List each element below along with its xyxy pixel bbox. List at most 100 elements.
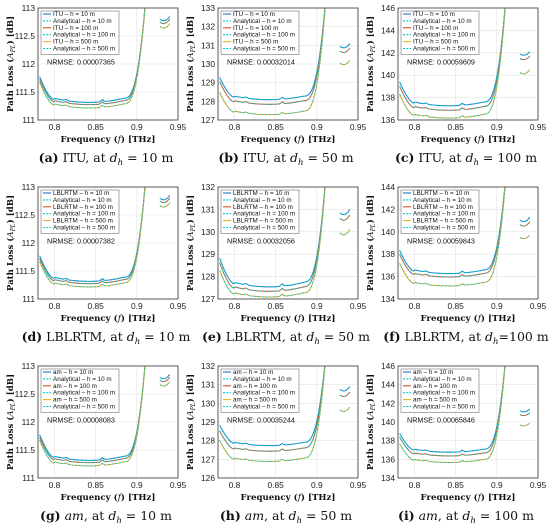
- analytical-line-window: [339, 406, 351, 412]
- analytical-line: [399, 187, 506, 278]
- analytical-line: [39, 8, 146, 109]
- x-tick-label: 0.95: [530, 480, 547, 490]
- y-tick-label: 142: [381, 48, 395, 58]
- analytical-line: [399, 187, 506, 275]
- curves: [219, 366, 351, 462]
- y-tick-label: 112: [22, 238, 36, 248]
- legend-label: Analytical – h = 10 m: [53, 376, 112, 383]
- x-axis-label: Frequency (f) [THz]: [241, 492, 336, 503]
- analytical-line: [39, 8, 146, 103]
- analytical-line-window: [159, 16, 171, 22]
- plot-frame: [37, 365, 179, 479]
- panel-caption: (e) LBLRTM, at dh = 50 m: [202, 329, 370, 347]
- nrmse-annotation: NRMSE: 0.00032056: [227, 236, 295, 245]
- analytical-line: [399, 366, 506, 453]
- legend-label: Analytical – h = 100 m: [233, 390, 295, 397]
- x-tick-label: 0.9: [311, 122, 323, 132]
- legend-label: am – h = 500 m: [233, 397, 277, 404]
- y-tick-label: 140: [381, 417, 395, 427]
- analytical-line-window: [519, 221, 531, 227]
- panel-f: 134 136 138 140 142 144 0.8 0.85 0.9 0.95 LBLRTM –…: [365, 182, 549, 347]
- panel-c: 136 138 140 142 144 146 0.8 0.85 0.9 0.95 ITU – h …: [365, 3, 547, 168]
- analytical-line: [399, 366, 506, 463]
- legend-label: Analytical – h = 500 m: [233, 404, 295, 411]
- y-tick-label: 113: [22, 182, 36, 192]
- x-tick-label: 0.85: [447, 480, 464, 490]
- y-axis-label: Path Loss (APL) [dB]: [185, 195, 197, 291]
- legend-label: am – h = 10 m: [413, 369, 453, 376]
- panel-caption: (b) ITU, at dh = 50 m: [218, 150, 353, 168]
- legend-label: ITU – h = 500 m: [53, 39, 98, 46]
- panel-h: 126 127 128 129 130 131 132 0.8 0.85 0.9 0.95 am – …: [185, 361, 367, 526]
- x-tick-label: 0.95: [530, 122, 547, 132]
- x-tick-label: 0.95: [350, 480, 367, 490]
- analytical-line-window: [339, 47, 351, 53]
- panel-e: 127 128 129 130 131 132 0.8 0.85 0.9 0.95 LBLRTM –…: [185, 182, 370, 347]
- y-tick-label: 146: [381, 3, 395, 13]
- legend-label: Analytical – h = 100 m: [233, 211, 295, 218]
- legend-label: LBLRTM – h = 100 m: [233, 204, 293, 211]
- legend-box: [220, 189, 300, 234]
- analytical-line: [39, 366, 146, 461]
- analytical-line: [39, 8, 146, 106]
- panel-i: 134 136 138 140 142 144 146 0.8 0.85 0.9 0.95 am – …: [365, 361, 547, 526]
- x-tick-label: 0.9: [491, 480, 503, 490]
- analytical-line: [219, 8, 326, 115]
- y-tick-label: 132: [201, 182, 215, 192]
- legend-label: LBLRTM – h = 100 m: [413, 204, 473, 211]
- x-tick-label: 0.9: [311, 301, 323, 311]
- y-tick-label: 142: [381, 398, 395, 408]
- curves: [39, 8, 171, 109]
- analytical-line: [219, 8, 326, 105]
- y-tick-label: 146: [381, 361, 395, 371]
- y-axis-label: Path Loss (APL) [dB]: [365, 16, 377, 112]
- analytical-line: [39, 187, 146, 282]
- x-tick-label: 0.9: [131, 301, 143, 311]
- legend-label: ITU – h = 500 m: [413, 39, 458, 46]
- y-tick-label: 140: [381, 70, 395, 80]
- y-tick-label: 130: [201, 398, 215, 408]
- y-tick-label: 112: [22, 59, 36, 69]
- analytical-line-window: [339, 391, 351, 397]
- legend-box: [400, 10, 480, 55]
- nrmse-annotation: NRMSE: 0.00007365: [47, 57, 115, 66]
- legend-label: Analytical – h = 100 m: [413, 390, 475, 397]
- legend-label: LBLRTM – h = 500 m: [413, 218, 473, 225]
- y-tick-label: 131: [201, 380, 215, 390]
- plot-frame: [37, 7, 179, 121]
- y-tick-label: 140: [381, 227, 395, 237]
- y-tick-label: 136: [381, 115, 395, 125]
- panel-b: 127 128 129 130 131 132 133 0.8 0.85 0.9 0.95 ITU –…: [185, 3, 366, 168]
- analytical-line: [39, 366, 146, 467]
- y-tick-label: 111.5: [15, 87, 35, 97]
- x-tick-label: 0.8: [229, 301, 241, 311]
- x-tick-label: 0.95: [170, 301, 187, 311]
- legend-label: Analytical – h = 100 m: [413, 32, 475, 39]
- x-tick-label: 0.95: [170, 122, 187, 132]
- panel-caption: (f) LBLRTM, at dh=100 m: [383, 329, 549, 347]
- panel-g: 111 111.5 112 112.5 113 0.8 0.85 0.9 0.95 am – h …: [5, 361, 186, 526]
- nrmse-annotation: NRMSE: 0.00008083: [47, 415, 115, 424]
- legend-label: ITU – h = 100 m: [53, 25, 98, 32]
- x-tick-label: 0.8: [409, 480, 421, 490]
- legend-label: Analytical – h = 10 m: [413, 376, 472, 383]
- curves: [219, 187, 351, 298]
- x-axis-label: Frequency (f) [THz]: [241, 134, 336, 145]
- legend-label: ITU – h = 100 m: [233, 25, 278, 32]
- legend-label: ITU – h = 10 m: [413, 11, 455, 18]
- y-tick-label: 144: [381, 25, 395, 35]
- x-tick-label: 0.8: [409, 122, 421, 132]
- x-tick-label: 0.8: [49, 122, 61, 132]
- x-tick-label: 0.95: [530, 301, 547, 311]
- x-tick-label: 0.85: [267, 122, 284, 132]
- y-axis-label: Path Loss (APL) [dB]: [365, 195, 377, 291]
- analytical-line: [399, 366, 506, 457]
- analytical-line-window: [159, 381, 171, 387]
- analytical-line: [39, 187, 146, 288]
- legend-label: ITU – h = 100 m: [413, 25, 458, 32]
- panel-caption: (g) am, at dh = 10 m: [40, 508, 172, 526]
- y-axis-label: Path Loss (APL) [dB]: [5, 195, 17, 291]
- x-tick-label: 0.8: [49, 301, 61, 311]
